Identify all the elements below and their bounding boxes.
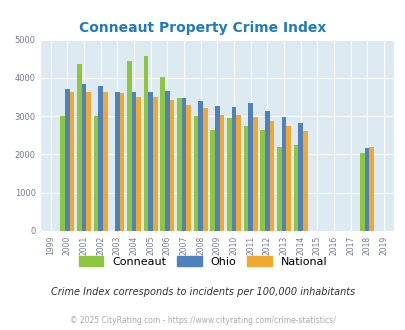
Bar <box>302 131 307 231</box>
Text: Conneaut Property Crime Index: Conneaut Property Crime Index <box>79 21 326 35</box>
Bar <box>81 83 86 231</box>
Bar <box>169 100 174 231</box>
Bar <box>236 115 240 231</box>
Text: Crime Index corresponds to incidents per 100,000 inhabitants: Crime Index corresponds to incidents per… <box>51 287 354 297</box>
Bar <box>60 116 65 231</box>
Bar <box>243 126 247 231</box>
Bar <box>359 153 364 231</box>
Bar <box>164 91 169 231</box>
Bar <box>65 89 69 231</box>
Bar <box>143 56 148 231</box>
Bar <box>148 92 153 231</box>
Bar <box>210 130 214 231</box>
Bar <box>102 92 107 231</box>
Bar <box>93 116 98 231</box>
Bar <box>119 93 124 231</box>
Bar <box>264 111 269 231</box>
Bar <box>181 98 186 231</box>
Legend: Conneaut, Ohio, National: Conneaut, Ohio, National <box>74 251 331 271</box>
Bar <box>202 108 207 231</box>
Bar <box>69 92 74 231</box>
Bar <box>247 103 252 231</box>
Bar <box>219 115 224 231</box>
Bar <box>131 92 136 231</box>
Bar <box>136 97 141 231</box>
Bar <box>231 107 236 231</box>
Bar <box>193 116 198 231</box>
Bar <box>297 123 302 231</box>
Bar <box>115 92 119 231</box>
Bar <box>198 101 202 231</box>
Text: © 2025 CityRating.com - https://www.cityrating.com/crime-statistics/: © 2025 CityRating.com - https://www.city… <box>70 315 335 325</box>
Bar <box>214 106 219 231</box>
Bar <box>281 117 286 231</box>
Bar <box>260 130 264 231</box>
Bar <box>269 121 273 231</box>
Bar <box>286 126 290 231</box>
Bar <box>153 97 157 231</box>
Bar <box>369 147 373 231</box>
Bar <box>226 118 231 231</box>
Bar <box>86 92 91 231</box>
Bar <box>186 106 190 231</box>
Bar <box>177 98 181 231</box>
Bar <box>276 147 281 231</box>
Bar <box>127 61 131 231</box>
Bar <box>98 85 102 231</box>
Bar <box>252 117 257 231</box>
Bar <box>77 64 81 231</box>
Bar <box>160 77 164 231</box>
Bar <box>293 145 297 231</box>
Bar <box>364 148 369 231</box>
